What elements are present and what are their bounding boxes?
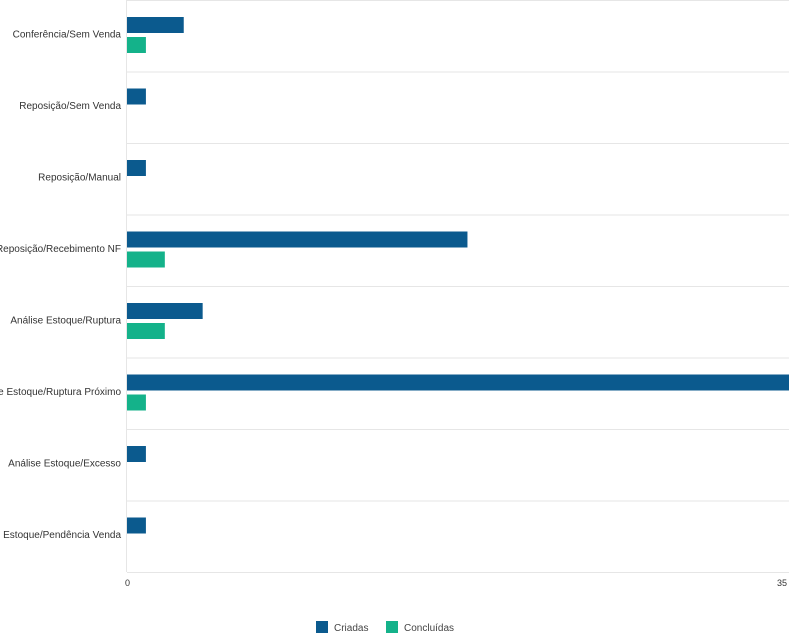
category-label: Análise Estoque/Excesso [8,458,121,469]
bar-criadas[interactable] [127,231,468,248]
bar-criadas[interactable] [127,17,184,33]
legend-label[interactable]: Concluídas [404,623,454,634]
bars-layer [127,17,789,534]
bar-criadas[interactable] [127,88,146,105]
category-labels: Conferência/Sem Venda Reposição/Sem Venda… [0,29,121,541]
bar-concluídas[interactable] [127,394,146,411]
bar-criadas[interactable] [127,517,146,534]
bar-concluídas[interactable] [127,323,165,339]
category-label: Análise Estoque/Ruptura Próximo [0,387,121,398]
category-label: Análise Estoque/Ruptura [10,315,121,326]
bar-criadas[interactable] [127,160,146,176]
x-tick-label: 0 [125,578,130,588]
grid-layer [126,0,789,573]
legend-swatch-concluídas[interactable] [386,621,398,633]
x-axis-ticks: 0 35 [125,578,787,588]
bar-criadas[interactable] [127,446,146,462]
x-tick-label: 35 [777,578,787,588]
category-label: Reposição/Manual [38,172,121,183]
legend-swatch-criadas[interactable] [316,621,328,633]
category-label: Reposição/Sem Venda [19,101,121,112]
category-label: Reposição/Recebimento NF [0,244,121,255]
legend-label[interactable]: Criadas [334,623,368,634]
bar-criadas[interactable] [127,374,789,391]
category-label: Análise Estoque/Pendência Venda [0,530,121,541]
bar-criadas[interactable] [127,303,203,319]
category-label: Conferência/Sem Venda [13,29,122,40]
legend[interactable]: Criadas Concluídas [316,621,454,634]
bar-concluídas[interactable] [127,251,165,268]
bar-concluídas[interactable] [127,37,146,53]
